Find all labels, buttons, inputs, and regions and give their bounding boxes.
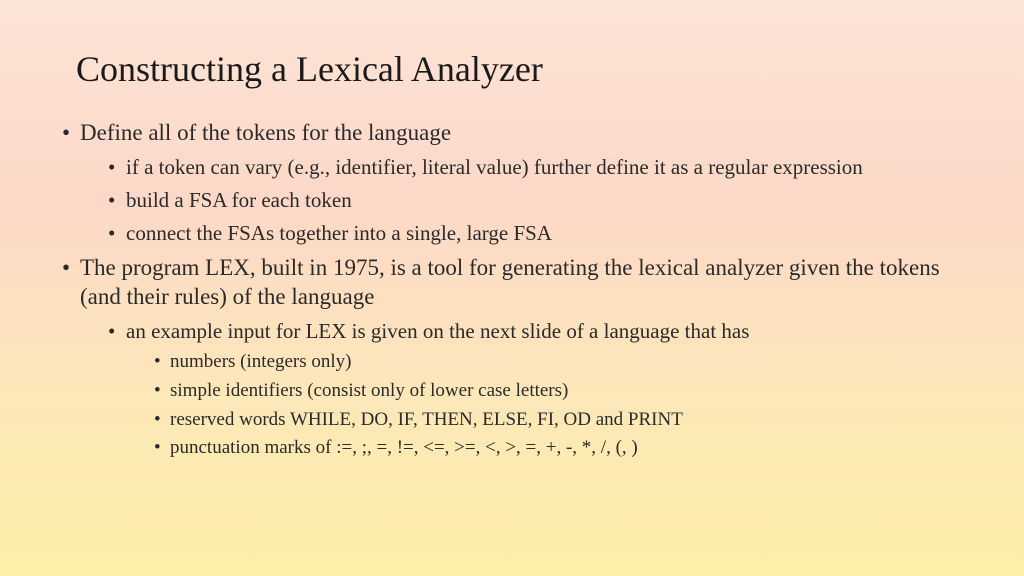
bullet-list-lvl3: numbers (integers only) simple identifie… [154, 350, 964, 461]
bullet-list-lvl2: an example input for LEX is given on the… [108, 318, 964, 461]
bullet-text: reserved words WHILE, DO, IF, THEN, ELSE… [170, 409, 683, 430]
list-item: if a token can vary (e.g., identifier, l… [108, 154, 964, 181]
list-item: The program LEX, built in 1975, is a too… [60, 253, 964, 461]
bullet-text: connect the FSAs together into a single,… [126, 221, 552, 245]
bullet-text: build a FSA for each token [126, 188, 352, 212]
list-item: an example input for LEX is given on the… [108, 318, 964, 461]
bullet-text: if a token can vary (e.g., identifier, l… [126, 155, 863, 179]
bullet-list-lvl1: Define all of the tokens for the languag… [60, 118, 964, 461]
list-item: punctuation marks of :=, ;, =, !=, <=, >… [154, 436, 964, 461]
slide-container: Constructing a Lexical Analyzer Define a… [0, 0, 1024, 497]
slide-title: Constructing a Lexical Analyzer [76, 48, 964, 90]
list-item: Define all of the tokens for the languag… [60, 118, 964, 247]
list-item: reserved words WHILE, DO, IF, THEN, ELSE… [154, 408, 964, 433]
list-item: build a FSA for each token [108, 187, 964, 214]
list-item: simple identifiers (consist only of lowe… [154, 379, 964, 404]
bullet-text: Define all of the tokens for the languag… [80, 120, 451, 145]
bullet-text: The program LEX, built in 1975, is a too… [80, 255, 940, 310]
bullet-text: numbers (integers only) [170, 351, 352, 372]
list-item: connect the FSAs together into a single,… [108, 220, 964, 247]
bullet-text: simple identifiers (consist only of lowe… [170, 380, 568, 401]
list-item: numbers (integers only) [154, 350, 964, 375]
bullet-text: punctuation marks of :=, ;, =, !=, <=, >… [170, 437, 638, 458]
bullet-list-lvl2: if a token can vary (e.g., identifier, l… [108, 154, 964, 247]
bullet-text: an example input for LEX is given on the… [126, 319, 749, 343]
